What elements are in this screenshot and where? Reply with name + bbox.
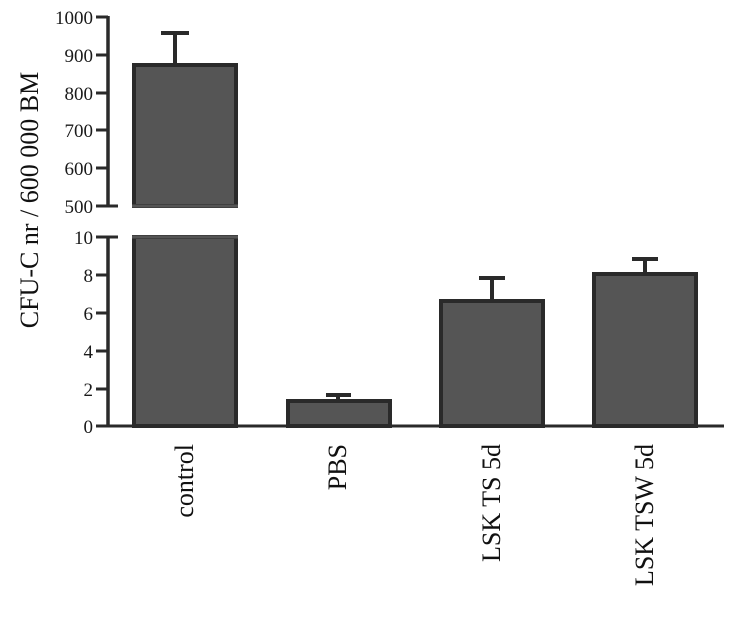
x-label-pbs: PBS [323,444,352,490]
y-tick-900: 900 [65,46,94,67]
bar-pbs [286,393,392,428]
y-axis-title: CFU-C nr / 600 000 BM [15,72,44,328]
y-tick-1000: 1000 [55,8,93,29]
y-tick-10: 10 [74,228,93,249]
lower-y-axis: 10 8 6 4 2 0 [74,228,118,438]
y-tick-700: 700 [65,121,94,142]
y-tick-800: 800 [65,84,94,105]
y-tick-0: 0 [84,417,94,438]
x-label-lsk-tsw-5d: LSK TSW 5d [630,444,659,586]
y-tick-2: 2 [84,380,94,401]
bar-control [132,31,238,428]
y-tick-600: 600 [65,159,94,180]
x-label-lsk-ts-5d: LSK TS 5d [477,444,506,562]
x-label-control: control [170,444,199,518]
bar-lsk-tsw-5d [592,257,698,428]
y-tick-6: 6 [84,304,94,325]
y-tick-500: 500 [65,197,94,218]
y-tick-8: 8 [84,266,94,287]
bar-lsk-ts-5d [439,276,545,428]
y-tick-4: 4 [84,342,94,363]
upper-y-axis: 1000 900 800 700 600 500 [55,8,118,218]
